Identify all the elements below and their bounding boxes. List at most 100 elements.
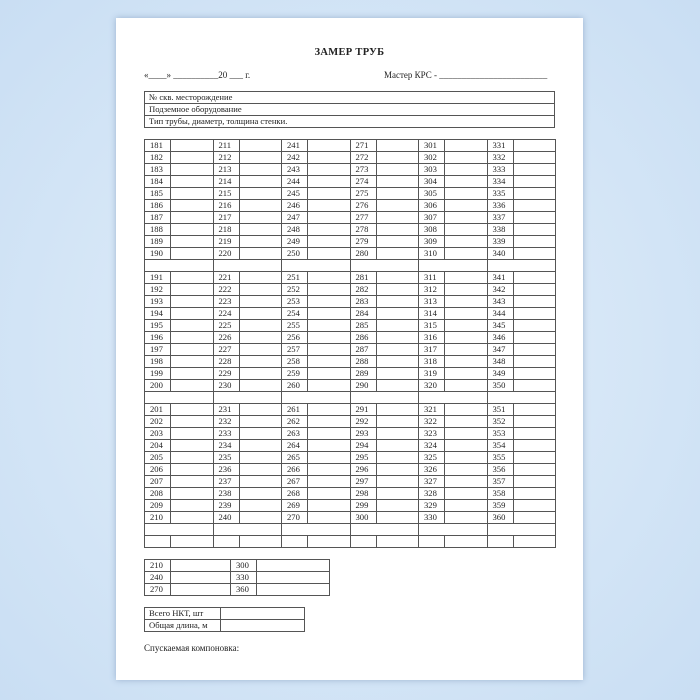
pipe-length-cell[interactable] [238,295,282,308]
pipe-length-cell[interactable] [170,307,214,320]
pipe-length-cell[interactable] [444,439,488,452]
pipe-length-cell[interactable] [375,271,419,284]
pipe-length-cell[interactable] [444,499,488,512]
pipe-length-cell[interactable] [512,319,556,332]
pipe-length-cell[interactable] [307,319,351,332]
pipe-length-cell[interactable] [238,283,282,296]
pipe-length-cell[interactable] [375,163,419,176]
blank-cell[interactable] [375,535,419,548]
pipe-length-cell[interactable] [375,487,419,500]
blank-cell[interactable] [418,535,445,548]
blank-cell[interactable] [418,523,488,536]
pipe-length-cell[interactable] [170,463,214,476]
pipe-length-cell[interactable] [444,379,488,392]
pipe-length-cell[interactable] [238,271,282,284]
blank-cell[interactable] [281,259,351,272]
pipe-length-cell[interactable] [170,223,214,236]
pipe-length-cell[interactable] [238,235,282,248]
pipe-length-cell[interactable] [444,475,488,488]
pipe-length-cell[interactable] [170,355,214,368]
pipe-length-cell[interactable] [512,199,556,212]
pipe-length-cell[interactable] [375,319,419,332]
pipe-length-cell[interactable] [512,295,556,308]
blank-cell[interactable] [212,259,282,272]
pipe-length-cell[interactable] [307,151,351,164]
pipe-length-cell[interactable] [375,499,419,512]
pipe-length-cell[interactable] [512,235,556,248]
pipe-length-cell[interactable] [307,475,351,488]
pipe-length-cell[interactable] [375,139,419,152]
pipe-length-cell[interactable] [307,403,351,416]
pipe-length-cell[interactable] [307,235,351,248]
blank-cell[interactable] [307,535,351,548]
pipe-length-cell[interactable] [444,271,488,284]
pipe-length-cell[interactable] [512,475,556,488]
pipe-length-cell[interactable] [307,355,351,368]
pipe-length-cell[interactable] [238,403,282,416]
pipe-length-cell[interactable] [307,487,351,500]
pipe-length-cell[interactable] [170,379,214,392]
pipe-length-cell[interactable] [444,307,488,320]
pipe-length-cell[interactable] [307,379,351,392]
pipe-length-cell[interactable] [238,307,282,320]
pipe-length-cell[interactable] [444,175,488,188]
pipe-length-cell[interactable] [375,283,419,296]
pipe-length-cell[interactable] [444,199,488,212]
pipe-length-cell[interactable] [307,307,351,320]
pipe-length-cell[interactable] [375,355,419,368]
pipe-length-cell[interactable] [238,475,282,488]
pipe-length-cell[interactable] [307,331,351,344]
pipe-length-cell[interactable] [444,427,488,440]
pipe-length-cell[interactable] [238,319,282,332]
pipe-length-cell[interactable] [307,223,351,236]
pipe-length-cell[interactable] [238,331,282,344]
pipe-length-cell[interactable] [444,331,488,344]
pipe-length-cell[interactable] [375,439,419,452]
summary-value-cell[interactable] [256,583,330,596]
blank-cell[interactable] [238,535,282,548]
pipe-length-cell[interactable] [170,427,214,440]
pipe-length-cell[interactable] [170,295,214,308]
pipe-length-cell[interactable] [375,427,419,440]
pipe-length-cell[interactable] [238,175,282,188]
pipe-length-cell[interactable] [444,451,488,464]
pipe-length-cell[interactable] [307,271,351,284]
pipe-length-cell[interactable] [307,283,351,296]
pipe-length-cell[interactable] [307,367,351,380]
pipe-length-cell[interactable] [307,451,351,464]
pipe-length-cell[interactable] [307,211,351,224]
pipe-length-cell[interactable] [170,319,214,332]
pipe-length-cell[interactable] [170,187,214,200]
pipe-length-cell[interactable] [375,331,419,344]
blank-cell[interactable] [349,259,419,272]
pipe-length-cell[interactable] [170,211,214,224]
pipe-length-cell[interactable] [444,223,488,236]
summary-value-cell[interactable] [256,559,330,572]
info-equipment[interactable]: Подземное оборудование [144,103,555,116]
blank-cell[interactable] [144,259,214,272]
blank-cell[interactable] [486,391,556,404]
pipe-length-cell[interactable] [307,199,351,212]
pipe-length-cell[interactable] [238,247,282,260]
pipe-length-cell[interactable] [307,511,351,524]
pipe-length-cell[interactable] [307,163,351,176]
pipe-length-cell[interactable] [444,415,488,428]
pipe-length-cell[interactable] [238,487,282,500]
pipe-length-cell[interactable] [238,451,282,464]
total-length-value[interactable] [220,619,305,632]
pipe-length-cell[interactable] [444,295,488,308]
pipe-length-cell[interactable] [170,403,214,416]
pipe-length-cell[interactable] [512,415,556,428]
blank-cell[interactable] [212,523,282,536]
pipe-length-cell[interactable] [307,139,351,152]
pipe-length-cell[interactable] [170,343,214,356]
blank-cell[interactable] [486,535,514,548]
pipe-length-cell[interactable] [512,499,556,512]
summary-value-cell[interactable] [256,571,330,584]
pipe-length-cell[interactable] [375,175,419,188]
pipe-length-cell[interactable] [238,367,282,380]
pipe-length-cell[interactable] [375,187,419,200]
pipe-length-cell[interactable] [444,151,488,164]
pipe-length-cell[interactable] [375,415,419,428]
pipe-length-cell[interactable] [238,139,282,152]
